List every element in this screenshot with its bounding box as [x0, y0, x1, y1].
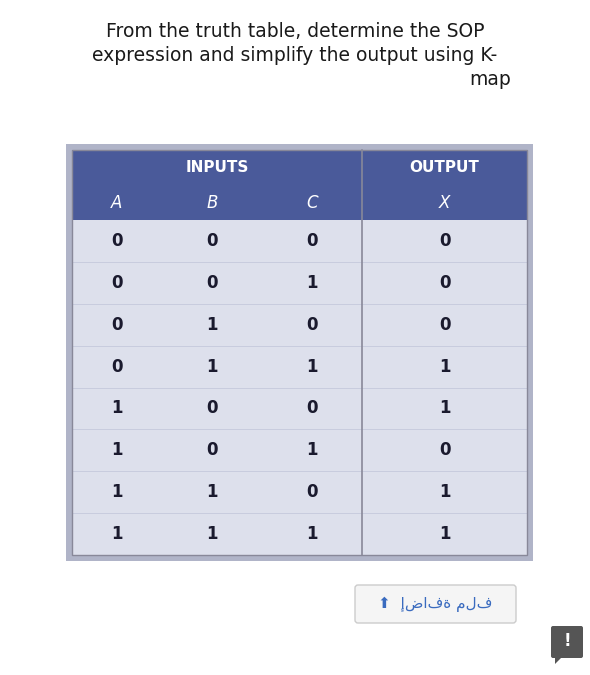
FancyBboxPatch shape — [72, 220, 527, 555]
Text: 1: 1 — [439, 358, 450, 375]
Text: 1: 1 — [112, 400, 123, 417]
FancyBboxPatch shape — [355, 585, 516, 623]
Text: X: X — [439, 194, 450, 212]
Text: 1: 1 — [306, 274, 318, 292]
FancyBboxPatch shape — [551, 626, 583, 658]
Text: 1: 1 — [206, 316, 218, 333]
Text: 0: 0 — [306, 400, 318, 417]
Text: 1: 1 — [306, 525, 318, 543]
Text: 1: 1 — [112, 525, 123, 543]
Text: 0: 0 — [206, 232, 218, 250]
Text: 0: 0 — [306, 232, 318, 250]
Text: 1: 1 — [112, 483, 123, 501]
Text: 0: 0 — [206, 400, 218, 417]
Text: 1: 1 — [306, 441, 318, 459]
Text: 0: 0 — [306, 316, 318, 333]
Text: A: A — [112, 194, 123, 212]
Text: 1: 1 — [439, 400, 450, 417]
Text: 1: 1 — [206, 525, 218, 543]
Text: From the truth table, determine the SOP: From the truth table, determine the SOP — [106, 22, 484, 41]
FancyBboxPatch shape — [66, 144, 533, 561]
Text: 1: 1 — [439, 483, 450, 501]
Text: 1: 1 — [306, 358, 318, 375]
FancyBboxPatch shape — [72, 150, 527, 220]
Text: B: B — [206, 194, 218, 212]
Text: !: ! — [563, 632, 571, 650]
Text: expression and simplify the output using K-: expression and simplify the output using… — [93, 46, 497, 65]
Text: 1: 1 — [206, 358, 218, 375]
Text: 0: 0 — [206, 441, 218, 459]
Text: C: C — [306, 194, 318, 212]
Text: OUTPUT: OUTPUT — [409, 161, 480, 176]
Text: 0: 0 — [306, 483, 318, 501]
Text: 0: 0 — [206, 274, 218, 292]
Text: 0: 0 — [439, 441, 450, 459]
Text: 0: 0 — [439, 316, 450, 333]
Text: 1: 1 — [206, 483, 218, 501]
Text: 0: 0 — [112, 232, 123, 250]
Polygon shape — [555, 656, 563, 664]
Text: 1: 1 — [439, 525, 450, 543]
Text: 0: 0 — [112, 274, 123, 292]
Text: 0: 0 — [439, 232, 450, 250]
Text: ⬆  إضافة ملف: ⬆ إضافة ملف — [378, 596, 493, 612]
Text: 1: 1 — [112, 441, 123, 459]
Text: 0: 0 — [112, 358, 123, 375]
Text: 0: 0 — [112, 316, 123, 333]
Text: map: map — [469, 70, 511, 89]
Text: INPUTS: INPUTS — [185, 161, 249, 176]
Text: 0: 0 — [439, 274, 450, 292]
